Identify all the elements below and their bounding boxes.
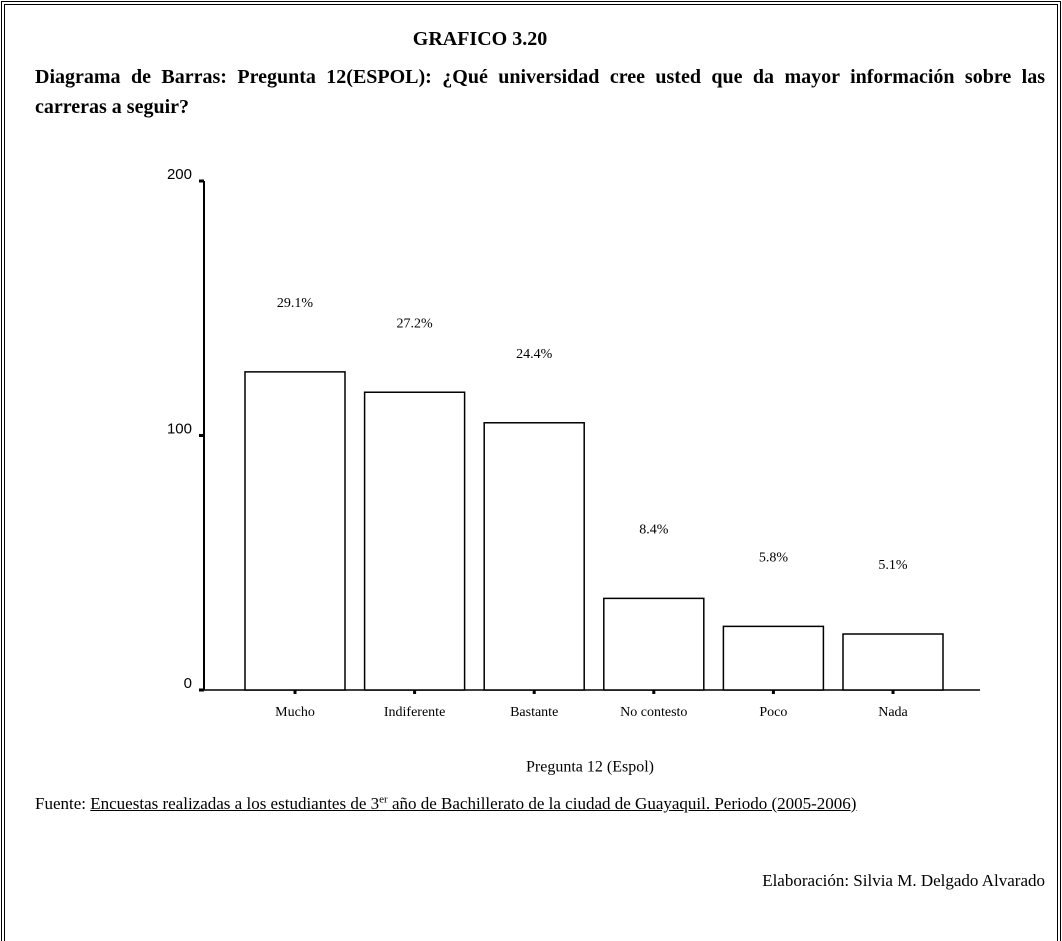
source-label: Fuente: xyxy=(35,794,86,813)
title: GRAFICO 3.20 xyxy=(412,28,548,50)
x-tick-label: Poco xyxy=(759,705,787,720)
x-tick-label: Mucho xyxy=(275,705,315,720)
bar xyxy=(363,391,466,691)
data-label: 24.4% xyxy=(516,347,553,362)
data-label: 5.1% xyxy=(878,558,908,573)
source-sup: er xyxy=(379,793,388,806)
bar xyxy=(483,422,585,691)
x-tick-label: Indiferente xyxy=(384,705,445,720)
x-axis-title: Pregunta 12 (Espol) xyxy=(526,759,654,776)
data-label: 27.2% xyxy=(397,316,434,331)
credit: Elaboración: Silvia M. Delgado Alvarado xyxy=(762,871,1045,890)
x-tick-label: Nada xyxy=(878,705,908,720)
bar xyxy=(603,597,705,691)
source-text: Encuestas realizadas a los estudiantes d… xyxy=(90,794,856,813)
x-tick-label: Bastante xyxy=(510,705,558,720)
data-label: 8.4% xyxy=(639,523,669,538)
x-tick-label: No contesto xyxy=(620,705,687,720)
bar xyxy=(842,633,944,691)
bar xyxy=(722,625,825,691)
source-text: Encuestas realizadas a los estudiantes d… xyxy=(90,794,380,813)
y-tick-label: 0 xyxy=(184,675,192,692)
bar xyxy=(244,371,346,691)
y-tick-label: 200 xyxy=(167,166,192,183)
data-label: 5.8% xyxy=(759,551,789,566)
source-text: año de Bachillerato de la ciudad de Guay… xyxy=(387,794,857,813)
y-tick-label: 100 xyxy=(167,420,192,437)
subtitle: Diagrama de Barras: Pregunta 12(ESPOL): … xyxy=(35,66,1045,118)
data-label: 29.1% xyxy=(277,296,314,311)
source: Fuente: Encuestas realizadas a los estud… xyxy=(35,791,1045,816)
